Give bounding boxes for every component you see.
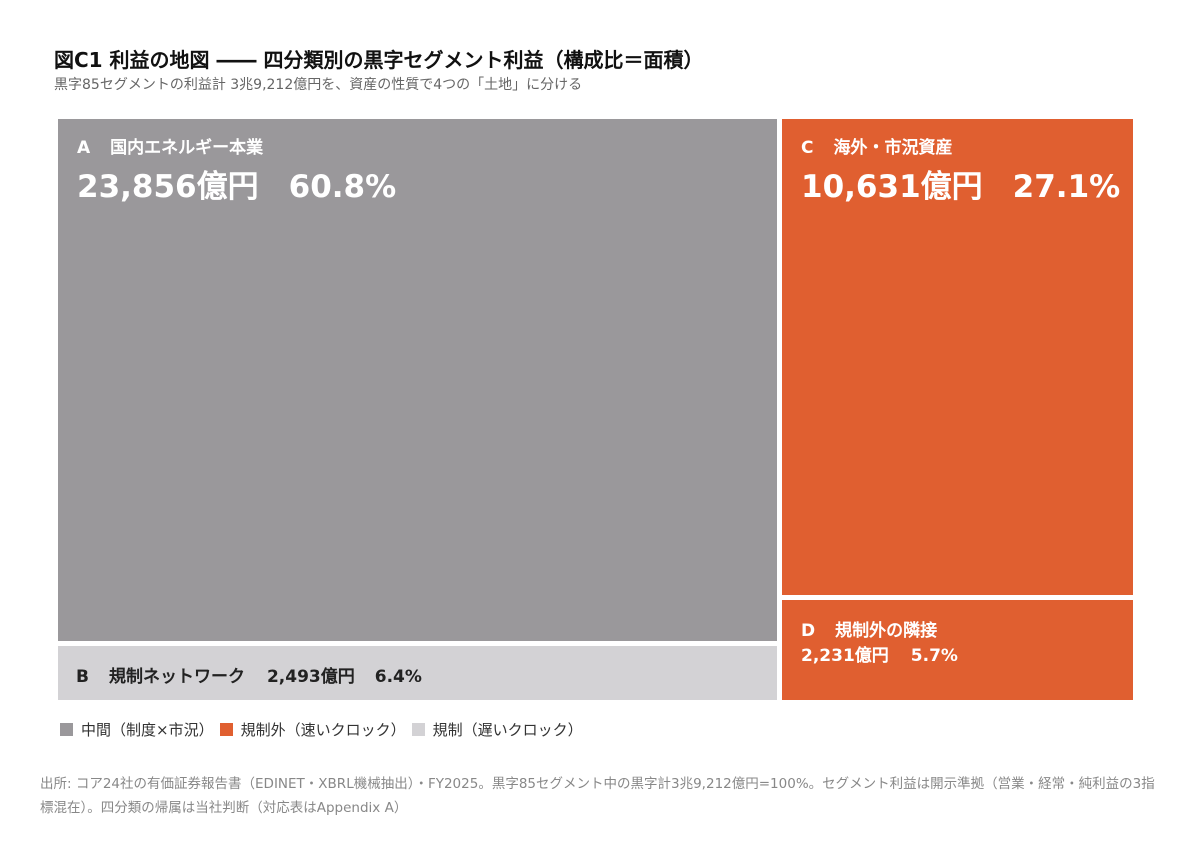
cell-label-c: C 海外・市況資産 <box>801 133 952 158</box>
cell-label-d: D 規制外の隣接 <box>801 616 937 641</box>
cell-value-d-part: 2,231億円 <box>801 646 889 667</box>
cell-label-a-part: 国内エネルギー本業 <box>110 138 264 158</box>
legend-label-regulated: 規制（遅いクロック） <box>432 721 583 739</box>
legend-item-unregulated: 規制外（速いクロック） <box>219 719 406 740</box>
chart-title: 図C1 利益の地図 ―― 四分類別の黒字セグメント利益（構成比＝面積） <box>54 48 704 72</box>
cell-label-b: B 規制ネットワーク 2,493億円 6.4% <box>76 662 422 687</box>
legend-swatch-unregulated <box>219 723 233 736</box>
treemap-cell-c: C 海外・市況資産 10,631億円 27.1% <box>782 119 1133 596</box>
cell-value-a-part: 60.8% <box>288 169 397 205</box>
cell-label-a-part: A <box>77 138 91 158</box>
cell-label-b-part: B <box>76 666 89 687</box>
legend: 中間（制度×市況） 規制外（速いクロック） 規制（遅いクロック） <box>60 719 589 740</box>
cell-label-c-part: 海外・市況資産 <box>833 138 953 158</box>
source-note: 出所: コア24社の有価証券報告書（EDINET・XBRL機械抽出）・FY202… <box>40 776 1155 816</box>
legend-item-middle: 中間（制度×市況） <box>60 719 214 740</box>
treemap-cell-a: A 国内エネルギー本業 23,856億円 60.8% <box>58 119 778 641</box>
legend-swatch-regulated <box>411 723 425 736</box>
cell-value-c-part: 10,631億円 <box>801 169 983 205</box>
legend-swatch-middle <box>60 723 73 736</box>
treemap-cell-b: B 規制ネットワーク 2,493億円 6.4% <box>58 645 778 700</box>
legend-label-middle: 中間（制度×市況） <box>81 721 214 739</box>
cell-label-b-part: 規制ネットワーク <box>108 666 245 687</box>
cell-label-d-part: D <box>801 621 816 642</box>
cell-value-a: 23,856億円 60.8% <box>77 161 396 206</box>
cell-value-c-part: 27.1% <box>1012 169 1121 205</box>
cell-value-d: 2,231億円 5.7% <box>801 641 958 666</box>
cell-label-a: A 国内エネルギー本業 <box>77 133 263 158</box>
cell-value-a-part: 23,856億円 <box>77 169 259 205</box>
cell-label-b-part: 6.4% <box>374 666 422 687</box>
chart-subtitle: 黒字85セグメントの利益計 3兆9,212億円を、資産の性質で4つの「土地」に分… <box>54 77 583 93</box>
cell-label-d-part: 規制外の隣接 <box>835 621 938 642</box>
cell-value-d-part: 5.7% <box>910 646 958 667</box>
cell-value-c: 10,631億円 27.1% <box>801 161 1120 206</box>
cell-label-c-part: C <box>801 138 814 158</box>
cell-label-b-part: 2,493億円 <box>266 666 355 687</box>
legend-label-unregulated: 規制外（速いクロック） <box>240 721 406 739</box>
treemap-cell-d: D 規制外の隣接 2,231億円 5.7% <box>782 600 1133 700</box>
legend-item-regulated: 規制（遅いクロック） <box>411 719 583 740</box>
